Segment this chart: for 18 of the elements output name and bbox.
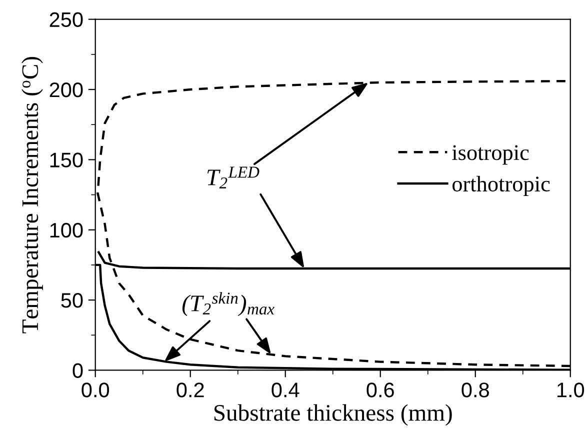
legend-label: orthotropic bbox=[452, 176, 550, 196]
y-tick-label: 250 bbox=[50, 12, 83, 28]
annotation: (T$_{2}$$^{skin}$)$_{max}$ bbox=[182, 292, 274, 316]
x-tick-label: 0.6 bbox=[366, 382, 394, 398]
y-tick-label: 200 bbox=[50, 82, 83, 98]
x-tick-label: 0.2 bbox=[176, 382, 204, 398]
legend-label: isotropic bbox=[452, 145, 529, 165]
y-tick-label: 100 bbox=[50, 222, 83, 238]
y-tick-label: 50 bbox=[61, 293, 83, 308]
y-axis-title: Temperature Increments ($^{o}$C) bbox=[22, 56, 43, 334]
x-tick-label: 1.0 bbox=[557, 382, 584, 398]
x-tick-label: 0.4 bbox=[272, 382, 300, 398]
x-tick-label: 0.0 bbox=[82, 382, 110, 398]
annotation: T$_{2}$$^{LED}$ bbox=[208, 166, 260, 188]
x-axis-title: Substrate thickness (mm) bbox=[214, 404, 452, 426]
x-tick-label: 0.8 bbox=[462, 382, 489, 398]
y-tick-label: 150 bbox=[50, 152, 83, 168]
y-tick-label: 0 bbox=[72, 363, 83, 378]
